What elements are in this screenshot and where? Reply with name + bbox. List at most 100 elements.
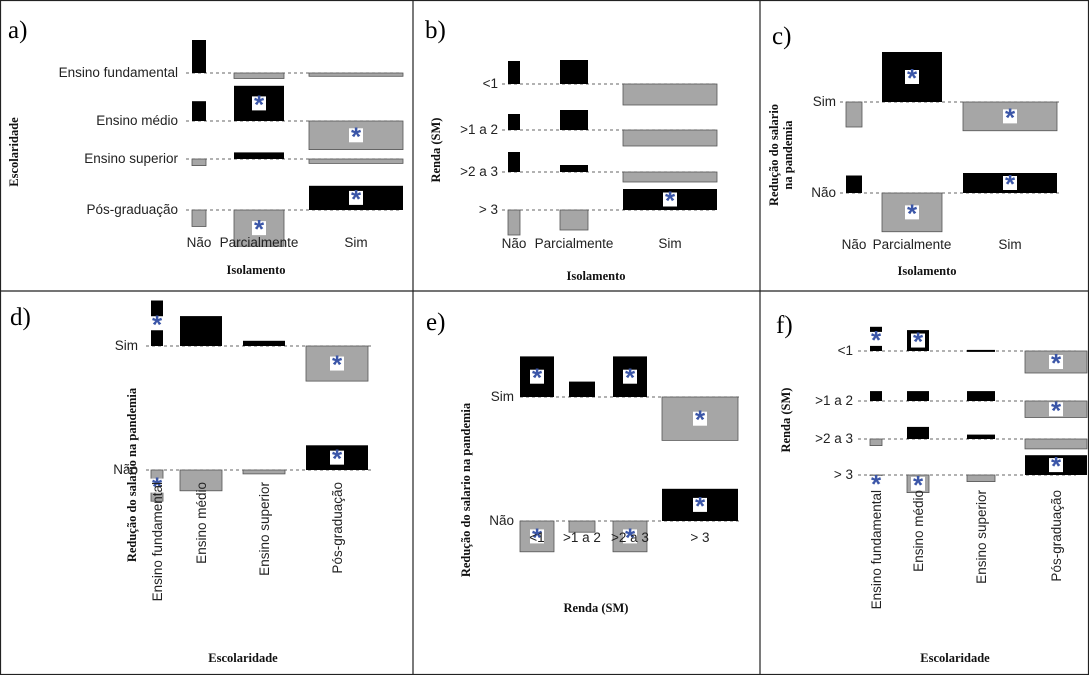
- residual-bar: [242, 469, 286, 475]
- residual-bar: [869, 438, 883, 446]
- column-label: Sim: [998, 237, 1021, 252]
- star-background: [530, 369, 544, 384]
- column-label: Ensino superior: [257, 482, 272, 576]
- star-background: [1003, 109, 1017, 124]
- star-background: [1003, 176, 1017, 190]
- column-label: Não: [842, 237, 867, 252]
- residual-bar: [508, 114, 520, 130]
- significance-marker: *: [869, 325, 883, 355]
- residual-bar: [192, 101, 206, 121]
- significance-marker: *: [530, 363, 544, 393]
- row-label: Sim: [813, 94, 836, 109]
- column-label: Ensino médio: [911, 490, 926, 572]
- significance-marker: *: [1049, 451, 1063, 481]
- residual-bar: [243, 340, 285, 346]
- significance-marker: *: [1003, 169, 1017, 199]
- star-background: [349, 190, 363, 205]
- column-label: Sim: [344, 235, 367, 250]
- significance-marker: *: [1049, 348, 1063, 378]
- residual-bar: [192, 40, 206, 73]
- column-label: Parcialmente: [873, 237, 952, 252]
- y-axis-title: Escolaridade: [7, 117, 21, 187]
- residual-bar: [560, 110, 588, 130]
- significance-star-icon: *: [1005, 169, 1016, 199]
- significance-star-icon: *: [254, 214, 265, 244]
- x-axis-title: Isolamento: [226, 263, 285, 277]
- residual-bar: [560, 165, 588, 172]
- column-label: Sim: [658, 236, 681, 251]
- star-background: [330, 356, 344, 371]
- significance-star-icon: *: [351, 184, 362, 214]
- column-label: <1: [529, 530, 544, 545]
- residual-bar: [569, 381, 595, 397]
- significance-marker: *: [349, 184, 363, 214]
- star-background: [869, 331, 883, 346]
- residual-bar: [622, 129, 718, 147]
- row-label: > 3: [479, 202, 498, 217]
- row-label: Não: [811, 185, 836, 200]
- star-background: [150, 316, 164, 331]
- star-background: [869, 476, 883, 490]
- significance-marker: *: [1049, 395, 1063, 425]
- y-axis-title: Renda (SM): [429, 118, 443, 183]
- residual-bar: [1024, 438, 1088, 450]
- significance-marker: *: [911, 327, 925, 357]
- residual-bar: [907, 391, 929, 401]
- significance-marker: *: [252, 89, 266, 119]
- significance-marker: *: [911, 470, 925, 500]
- star-background: [905, 205, 919, 220]
- panel-letter: c): [772, 23, 791, 50]
- significance-star-icon: *: [913, 470, 924, 500]
- panel-c: c) Redução do salariona pandemia Isolament…: [767, 23, 1062, 278]
- significance-marker: *: [663, 186, 677, 216]
- panel-f: f) Renda (SM) Escolaridade <1 * * * >1 a 2 * >2 a…: [776, 312, 1088, 665]
- significance-marker: *: [693, 491, 707, 521]
- star-background: [252, 221, 266, 236]
- significance-star-icon: *: [254, 89, 265, 119]
- residual-bar: [191, 209, 207, 227]
- residual-bar: [308, 158, 404, 164]
- row-label: > 3: [834, 467, 853, 482]
- y-axis-title: Renda (SM): [779, 388, 793, 453]
- column-label: Ensino médio: [194, 482, 209, 564]
- residual-bar: [507, 209, 521, 236]
- residual-bar: [967, 349, 995, 352]
- row-label: Ensino fundamental: [59, 65, 178, 80]
- panel-e: e) Redução do salario na pandemia Renda (S…: [426, 309, 742, 615]
- star-background: [693, 411, 707, 426]
- y-axis-title: Redução do salario na pandemia: [125, 387, 139, 562]
- star-background: [905, 70, 919, 84]
- star-background: [1049, 402, 1063, 417]
- significance-marker: *: [623, 363, 637, 393]
- significance-star-icon: *: [332, 350, 343, 380]
- panel-a: a) Escolaridade Isolamento Ensino fundament…: [7, 17, 404, 277]
- significance-marker: *: [1003, 102, 1017, 132]
- row-label: Ensino médio: [96, 113, 178, 128]
- panel-letter: a): [8, 17, 27, 44]
- significance-star-icon: *: [695, 405, 706, 435]
- significance-star-icon: *: [532, 363, 543, 393]
- residual-bar: [234, 152, 284, 159]
- significance-marker: *: [530, 522, 544, 552]
- residual-bar: [907, 426, 929, 439]
- column-label: Pós-graduação: [330, 482, 345, 574]
- residual-bar: [508, 152, 520, 172]
- row-label: <1: [838, 343, 853, 358]
- residual-bar: [180, 316, 222, 346]
- significance-star-icon: *: [913, 327, 924, 357]
- significance-marker: *: [330, 444, 344, 474]
- panel-d: d) Redução do salario na pandemia Escolari…: [10, 300, 372, 665]
- significance-marker: *: [330, 350, 344, 380]
- significance-star-icon: *: [907, 198, 918, 228]
- row-label: >1 a 2: [815, 393, 853, 408]
- row-label: >1 a 2: [460, 122, 498, 137]
- y-axis-title-line: Redução do salario: [767, 104, 781, 206]
- y-axis-title: Redução do salariona pandemia: [767, 104, 795, 206]
- column-label: Parcialmente: [535, 236, 614, 251]
- star-background: [1049, 458, 1063, 473]
- column-label: Ensino fundamental: [869, 490, 884, 609]
- significance-marker: *: [905, 198, 919, 228]
- row-label: Sim: [491, 389, 514, 404]
- residual-bar: [308, 72, 404, 77]
